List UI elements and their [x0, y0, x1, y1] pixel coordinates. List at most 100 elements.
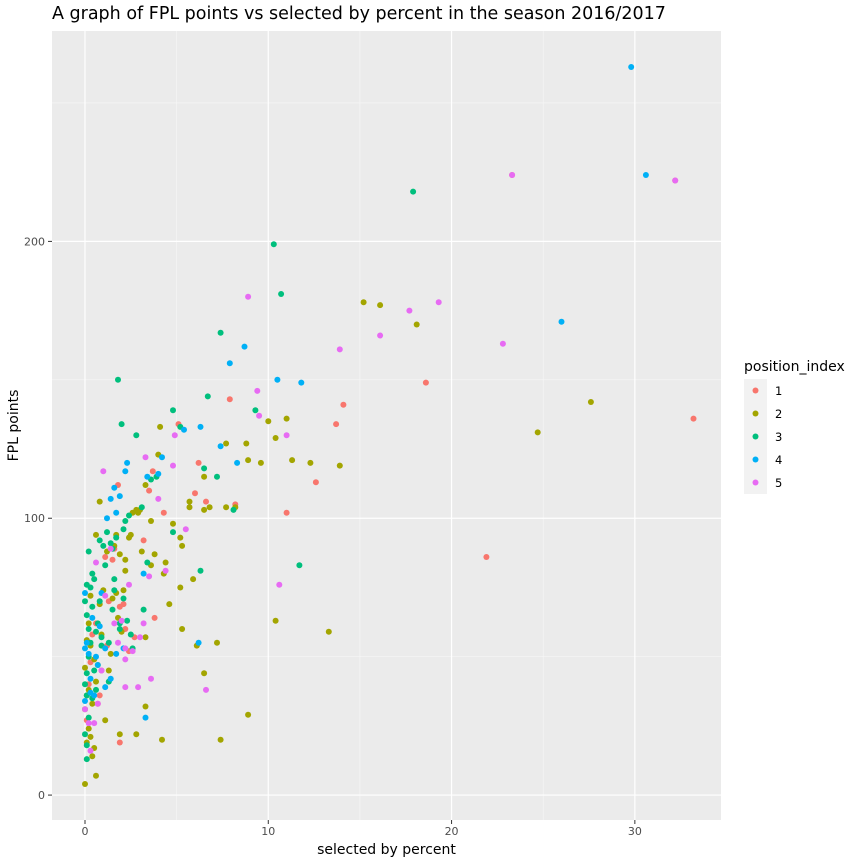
data-point-position-3	[197, 567, 204, 574]
data-point-position-3	[127, 631, 134, 638]
data-point-position-3	[270, 241, 277, 248]
data-point-position-1	[151, 614, 158, 621]
data-point-position-2	[325, 628, 332, 635]
data-point-position-1	[146, 487, 153, 494]
data-point-position-5	[203, 686, 209, 693]
data-point-position-3	[170, 407, 176, 414]
data-point-position-2	[142, 482, 149, 488]
data-point-position-2	[159, 736, 165, 743]
data-point-position-2	[127, 531, 134, 538]
data-point-position-2	[93, 531, 99, 538]
data-point-position-5	[256, 412, 263, 419]
data-point-position-5	[435, 299, 442, 306]
data-point-position-5	[122, 656, 129, 663]
data-point-position-3	[252, 407, 259, 414]
data-point-position-3	[93, 686, 99, 693]
legend-label: 5	[775, 476, 782, 490]
data-point-position-5	[115, 639, 121, 646]
data-point-position-2	[223, 504, 230, 511]
data-point-position-5	[111, 620, 118, 627]
data-point-position-2	[223, 440, 230, 447]
data-point-position-1	[140, 537, 147, 544]
data-point-position-5	[171, 432, 178, 439]
y-tick-label: 0	[38, 789, 45, 802]
data-point-position-1	[203, 498, 209, 505]
data-point-position-1	[312, 479, 319, 486]
data-point-position-5	[102, 592, 109, 599]
y-tick-label: 200	[24, 235, 45, 248]
data-point-position-5	[170, 462, 176, 469]
data-point-position-3	[89, 570, 96, 577]
data-point-position-2	[107, 650, 114, 657]
data-point-position-2	[534, 429, 541, 436]
data-point-position-1	[690, 415, 697, 422]
data-point-position-4	[87, 675, 94, 682]
x-axis-title: selected by percent	[317, 842, 456, 858]
data-point-position-1	[226, 396, 233, 403]
grid-lines	[52, 31, 721, 820]
data-point-position-1	[120, 601, 127, 608]
data-point-position-2	[283, 415, 290, 422]
legend-marker	[752, 387, 759, 394]
data-point-position-3	[83, 581, 90, 588]
data-point-position-2	[120, 587, 127, 594]
data-point-position-2	[162, 559, 169, 566]
legend-marker	[752, 456, 759, 463]
data-point-position-1	[102, 554, 109, 560]
data-point-position-2	[201, 670, 208, 677]
data-point-position-4	[197, 423, 204, 430]
data-point-position-4	[104, 515, 110, 522]
data-point-position-4	[82, 698, 88, 704]
data-point-position-5	[87, 747, 94, 754]
data-point-position-4	[226, 360, 233, 367]
data-point-position-2	[151, 551, 158, 558]
data-point-position-4	[274, 376, 281, 383]
data-point-position-3	[105, 639, 112, 646]
data-point-position-5	[182, 526, 189, 533]
x-tick-label: 30	[628, 825, 642, 838]
data-points	[82, 64, 697, 787]
data-point-position-2	[166, 601, 173, 608]
data-point-position-3	[120, 595, 127, 602]
data-point-position-2	[89, 700, 96, 707]
data-point-position-5	[122, 684, 129, 691]
data-point-position-3	[85, 548, 92, 555]
data-point-position-2	[89, 753, 96, 760]
data-point-position-3	[201, 465, 208, 472]
data-point-position-2	[217, 736, 224, 743]
data-point-position-3	[296, 562, 303, 569]
data-point-position-5	[140, 620, 147, 627]
data-point-position-3	[82, 731, 88, 738]
data-point-position-5	[100, 468, 107, 475]
data-point-position-2	[82, 781, 88, 787]
data-point-position-2	[85, 725, 92, 732]
data-point-position-2	[190, 576, 197, 583]
data-point-position-3	[204, 393, 211, 400]
data-point-position-2	[257, 459, 264, 466]
data-point-position-2	[179, 542, 186, 549]
data-point-position-3	[111, 576, 118, 583]
data-point-position-5	[499, 340, 506, 347]
data-point-position-2	[116, 731, 123, 738]
data-point-position-4	[144, 473, 151, 480]
plot-panel	[52, 31, 721, 820]
data-point-position-2	[179, 626, 186, 632]
data-point-position-3	[107, 540, 114, 547]
data-point-position-4	[111, 484, 118, 491]
data-point-position-2	[157, 423, 164, 430]
legend-label: 2	[775, 407, 782, 421]
data-point-position-4	[83, 639, 90, 646]
data-point-position-2	[201, 473, 208, 480]
legend-label: 3	[775, 430, 782, 444]
data-point-position-3	[83, 742, 90, 749]
data-point-position-3	[89, 603, 96, 610]
data-point-position-4	[195, 639, 202, 646]
data-point-position-5	[135, 684, 142, 691]
data-point-position-5	[155, 495, 162, 502]
data-point-position-3	[96, 537, 103, 544]
data-point-position-4	[93, 653, 99, 660]
data-point-position-4	[159, 454, 165, 461]
data-point-position-5	[509, 172, 516, 178]
data-point-position-2	[265, 418, 272, 425]
data-point-position-3	[118, 421, 125, 428]
